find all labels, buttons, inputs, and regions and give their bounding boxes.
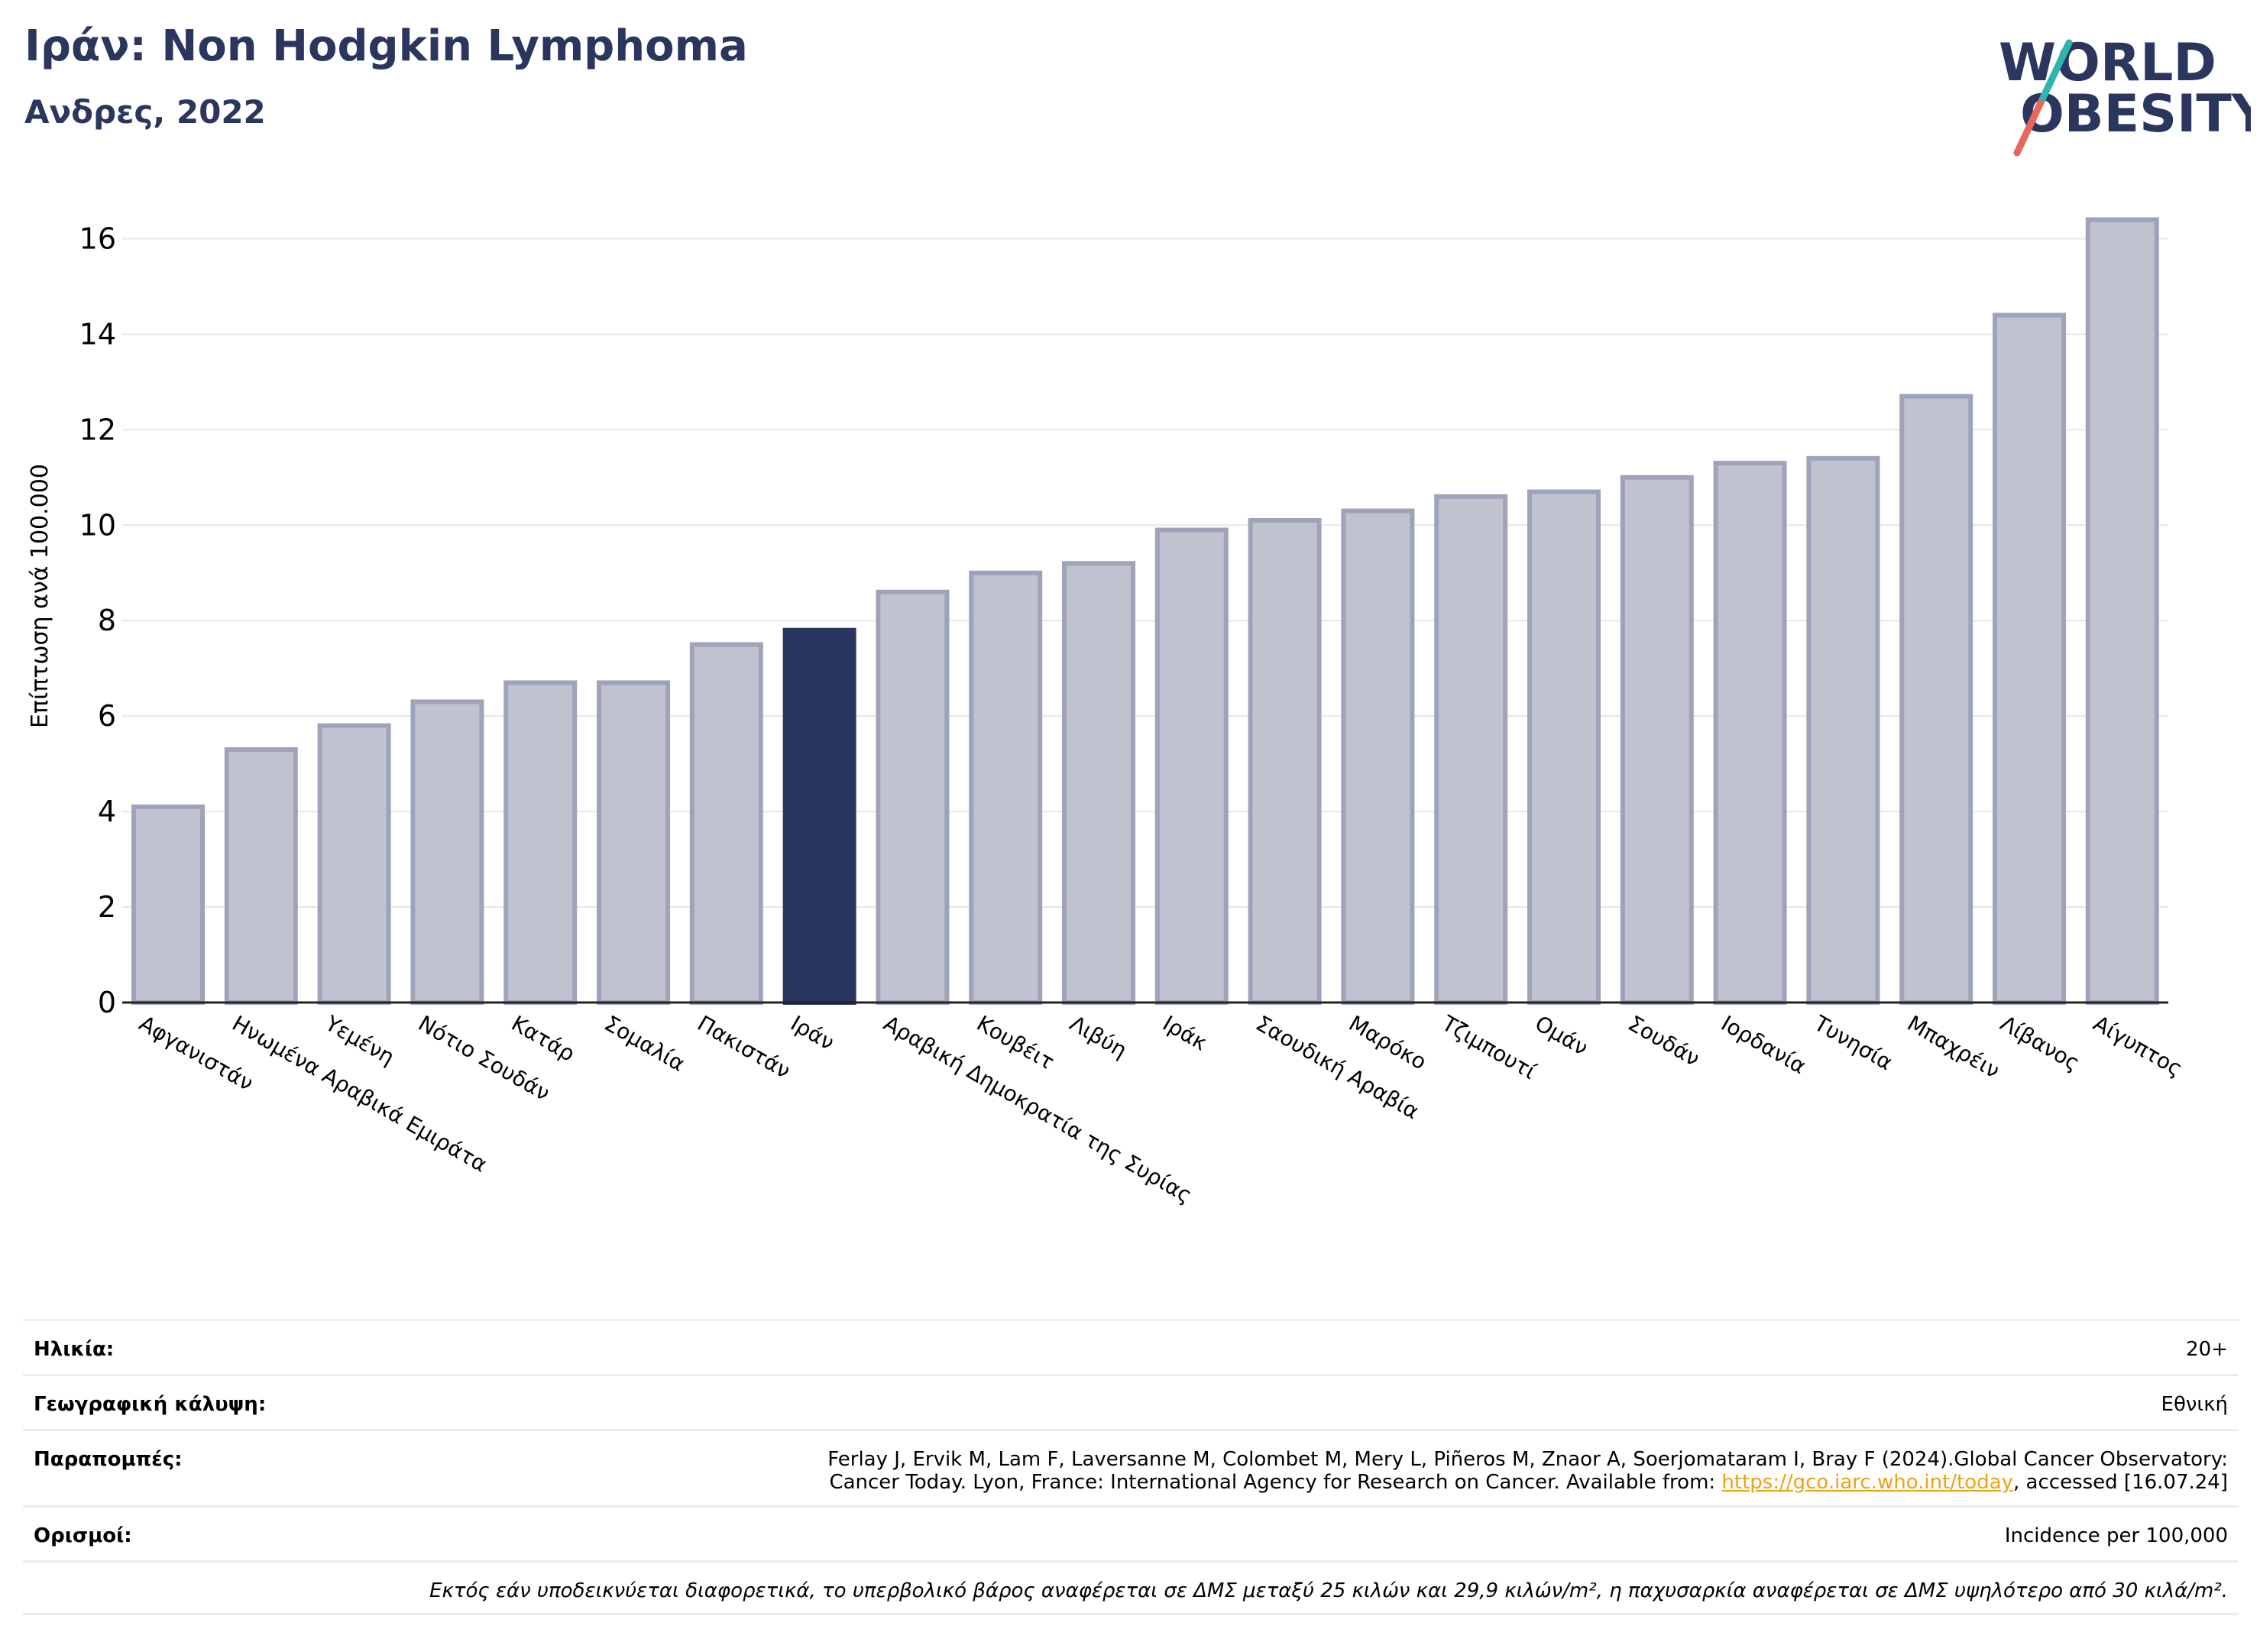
- age-value: 20+: [2186, 1338, 2228, 1361]
- y-tick-label: 8: [98, 604, 116, 637]
- y-tick-label: 2: [98, 890, 116, 924]
- y-tick-label: 16: [79, 222, 116, 255]
- bar-8: [876, 589, 950, 1005]
- y-tick-label: 12: [79, 413, 116, 446]
- x-tick-label: Ιράν: [786, 1010, 839, 1055]
- x-tick-label: Σουδάν: [1624, 1010, 1704, 1071]
- bar-13: [1341, 508, 1415, 1005]
- x-tick-label: Τυνησία: [1809, 1010, 1897, 1075]
- y-axis-ticks: 0 2 4 6 8 10 12 14 16: [79, 222, 116, 1019]
- bar-21: [2085, 217, 2159, 1006]
- bar-10: [1062, 561, 1135, 1005]
- y-tick-label: 0: [98, 986, 116, 1019]
- logo-word-1: WORLD: [1999, 33, 2216, 93]
- bar-15: [1527, 489, 1601, 1005]
- y-axis-label: Επίπτωση ανά 100.000: [27, 464, 53, 728]
- x-tick-label: Ιράκ: [1158, 1010, 1211, 1055]
- references-line-2-pre: Cancer Today. Lyon, France: Internationa…: [829, 1471, 1722, 1494]
- references-line-2-post: , accessed [16.07.24]: [2013, 1471, 2228, 1494]
- x-tick-label: Αραβική Δημοκρατία της Συρίας: [879, 1010, 1196, 1208]
- bar-0: [131, 804, 205, 1006]
- definitions-label: Ορισμοί:: [34, 1524, 132, 1547]
- footer-row-note: Εκτός εάν υποδεικνύεται διαφορετικά, το …: [23, 1560, 2239, 1615]
- bar-4: [503, 680, 578, 1006]
- bar-1: [224, 747, 298, 1005]
- y-tick-label: 10: [79, 508, 116, 542]
- footer-row-age: Ηλικία: 20+: [23, 1319, 2239, 1374]
- chart-title: Ιράν: Non Hodgkin Lymphoma: [24, 21, 748, 71]
- references-label: Παραπομπές:: [34, 1448, 183, 1471]
- coverage-label: Γεωγραφική κάλυψη:: [34, 1393, 267, 1416]
- bar-3: [410, 699, 484, 1005]
- references-line-1: Ferlay J, Ervik M, Lam F, Laversanne M, …: [827, 1448, 2228, 1471]
- bar-14: [1434, 494, 1508, 1005]
- references-value: Ferlay J, Ervik M, Lam F, Laversanne M, …: [827, 1448, 2228, 1494]
- x-tick-label: Λίβανος: [1996, 1010, 2084, 1076]
- bar-7: [782, 627, 856, 1006]
- x-tick-label: Τζιμπουτί: [1437, 1010, 1541, 1084]
- bar-18: [1806, 455, 1880, 1005]
- footer-row-definitions: Ορισμοί: Incidence per 100,000: [23, 1505, 2239, 1560]
- x-tick-label: Υεμένη: [320, 1010, 399, 1070]
- footnote: Εκτός εάν υποδεικνύεται διαφορετικά, το …: [429, 1579, 2228, 1602]
- bar-11: [1154, 527, 1229, 1005]
- x-tick-label: Λιβύη: [1066, 1010, 1132, 1063]
- bar-6: [689, 642, 763, 1005]
- bars: [131, 217, 2159, 1006]
- definitions-value: Incidence per 100,000: [2004, 1524, 2228, 1547]
- bar-17: [1713, 461, 1787, 1005]
- x-tick-label: Ομάν: [1531, 1010, 1593, 1061]
- bar-9: [969, 570, 1043, 1005]
- y-tick-label: 6: [98, 699, 116, 733]
- x-tick-label: Πακιστάν: [693, 1010, 795, 1084]
- x-tick-label: Μπαχρέιν: [1903, 1010, 2004, 1083]
- logo-word-2: OBESITY: [2020, 84, 2251, 144]
- references-link[interactable]: https://gco.iarc.who.int/today: [1721, 1471, 2014, 1494]
- y-tick-label: 14: [79, 317, 116, 351]
- x-tick-label: Σαουδική Αραβία: [1251, 1010, 1423, 1124]
- footer-row-references: Παραπομπές: Ferlay J, Ervik M, Lam F, La…: [23, 1429, 2239, 1505]
- x-tick-label: Αίγυπτος: [2089, 1010, 2187, 1081]
- bar-12: [1248, 518, 1322, 1005]
- footer-row-coverage: Γεωγραφική κάλυψη: Εθνική: [23, 1374, 2239, 1429]
- bar-5: [597, 680, 670, 1006]
- x-tick-label: Ιορδανία: [1717, 1010, 1810, 1079]
- bar-16: [1620, 475, 1694, 1005]
- world-obesity-logo: WORLD OBESITY: [1999, 33, 2251, 157]
- y-tick-label: 4: [98, 795, 116, 828]
- chart-subtitle: Ανδρες, 2022: [24, 93, 266, 131]
- x-tick-label: Σομαλία: [601, 1010, 690, 1076]
- coverage-value: Εθνική: [2161, 1393, 2228, 1416]
- bar-20: [1993, 313, 2066, 1005]
- x-tick-label: Κατάρ: [507, 1010, 579, 1067]
- bar-2: [317, 723, 391, 1005]
- bar-19: [1899, 394, 1973, 1005]
- footer-table: Ηλικία: 20+ Γεωγραφική κάλυψη: Εθνική Πα…: [23, 1319, 2239, 1615]
- age-label: Ηλικία:: [34, 1338, 115, 1361]
